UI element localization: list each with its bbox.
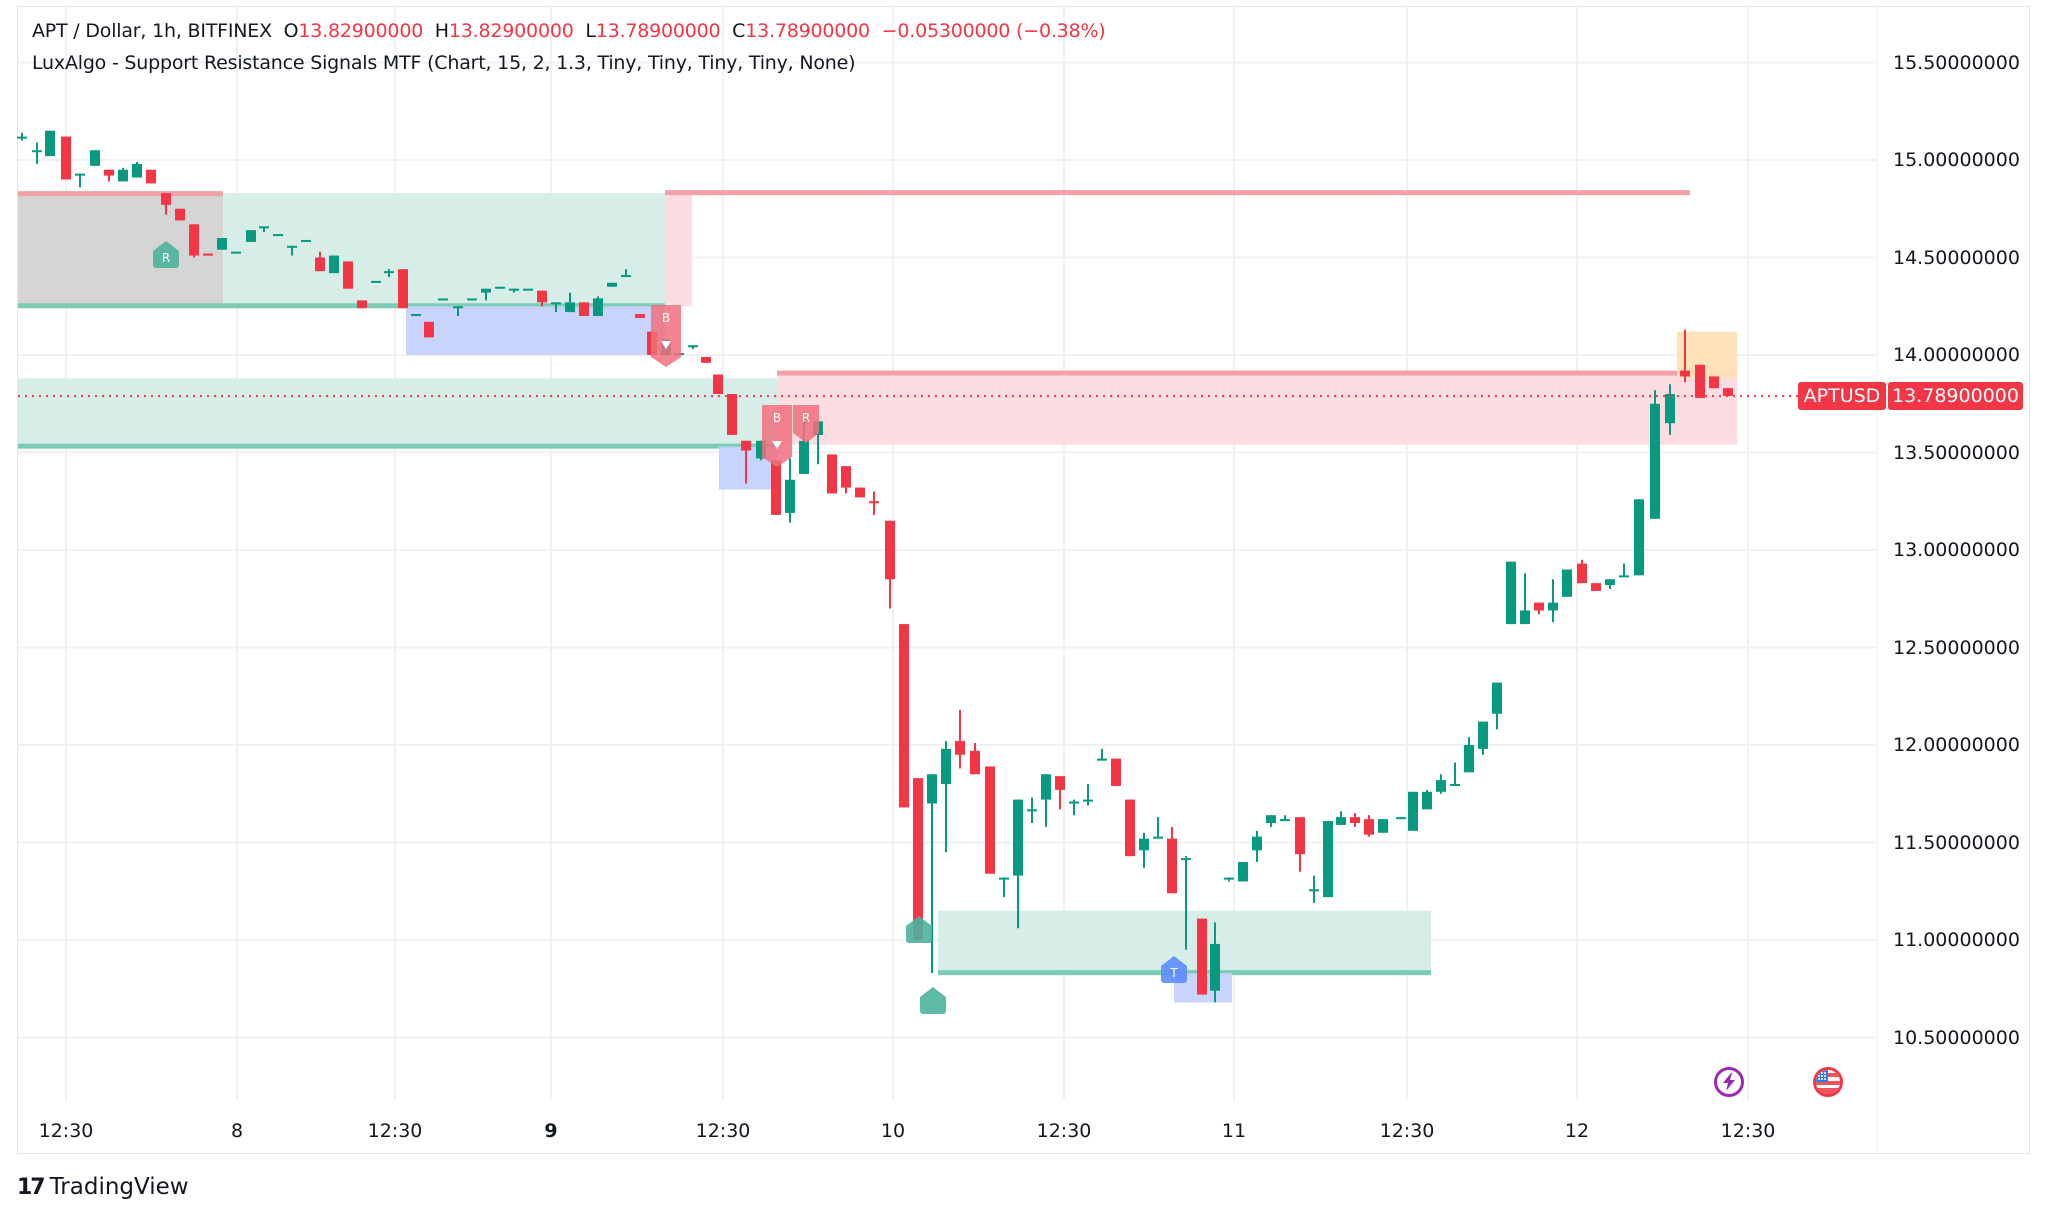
signal-marker-icon — [906, 916, 932, 943]
time-tick-label: 12:30 — [1720, 1120, 1776, 1142]
time-tick-label: 12 — [1564, 1120, 1590, 1142]
svg-text:R: R — [162, 251, 170, 265]
signal-T-icon: T — [1161, 956, 1187, 983]
svg-text:R: R — [802, 411, 810, 425]
us-flag-icon[interactable] — [1813, 1067, 1843, 1097]
tradingview-logo-icon: 17 — [17, 1174, 46, 1200]
time-tick-label: 10 — [880, 1120, 906, 1142]
current-price-tag: 13.78900000 — [1888, 382, 2023, 410]
time-tick-label: 9 — [544, 1120, 558, 1142]
low-value: 13.78900000 — [595, 20, 721, 42]
time-tick-label: 11 — [1221, 1120, 1247, 1142]
signal-R-icon: R — [153, 241, 179, 268]
symbol-info: APT / Dollar, 1h, BITFINEX — [32, 20, 272, 42]
change-value: −0.05300000 (−0.38%) — [881, 20, 1106, 42]
symbol-price-tag: APTUSD — [1798, 382, 1886, 410]
close-label: C — [732, 20, 746, 42]
indicator-title: LuxAlgo - Support Resistance Signals MTF… — [32, 52, 856, 74]
signal-B-icon: B — [762, 405, 792, 467]
indicator-legend[interactable]: LuxAlgo - Support Resistance Signals MTF… — [32, 52, 856, 74]
high-label: H — [434, 20, 449, 42]
time-tick-label: 8 — [230, 1120, 244, 1142]
time-tick-label: 12:30 — [1036, 1120, 1092, 1142]
low-label: L — [585, 20, 596, 42]
time-tick-label: 12:30 — [1379, 1120, 1435, 1142]
svg-text:T: T — [1169, 966, 1178, 980]
symbol-legend[interactable]: APT / Dollar, 1h, BITFINEX O13.82900000 … — [32, 20, 1106, 42]
open-label: O — [283, 20, 299, 42]
close-value: 13.78900000 — [745, 20, 870, 42]
high-value: 13.82900000 — [448, 20, 574, 42]
signal-R-icon: R — [793, 405, 819, 443]
svg-text:B: B — [773, 411, 781, 425]
lightning-icon[interactable] — [1714, 1067, 1744, 1097]
support-resistance-zones — [18, 190, 1737, 1003]
time-tick-label: 12:30 — [367, 1120, 423, 1142]
time-tick-label: 12:30 — [38, 1120, 94, 1142]
time-tick-label: 12:30 — [695, 1120, 751, 1142]
signal-B-icon: B — [651, 305, 681, 367]
signal-marker-icon — [920, 987, 946, 1014]
chart-frame — [17, 6, 2030, 1154]
tradingview-logo[interactable]: 17 TradingView — [17, 1174, 189, 1200]
open-value: 13.82900000 — [298, 20, 424, 42]
svg-text:B: B — [662, 311, 670, 325]
grid-lines — [18, 6, 1877, 1100]
signal-markers: R B B R T — [153, 241, 1187, 1014]
brand-name: TradingView — [49, 1174, 189, 1200]
